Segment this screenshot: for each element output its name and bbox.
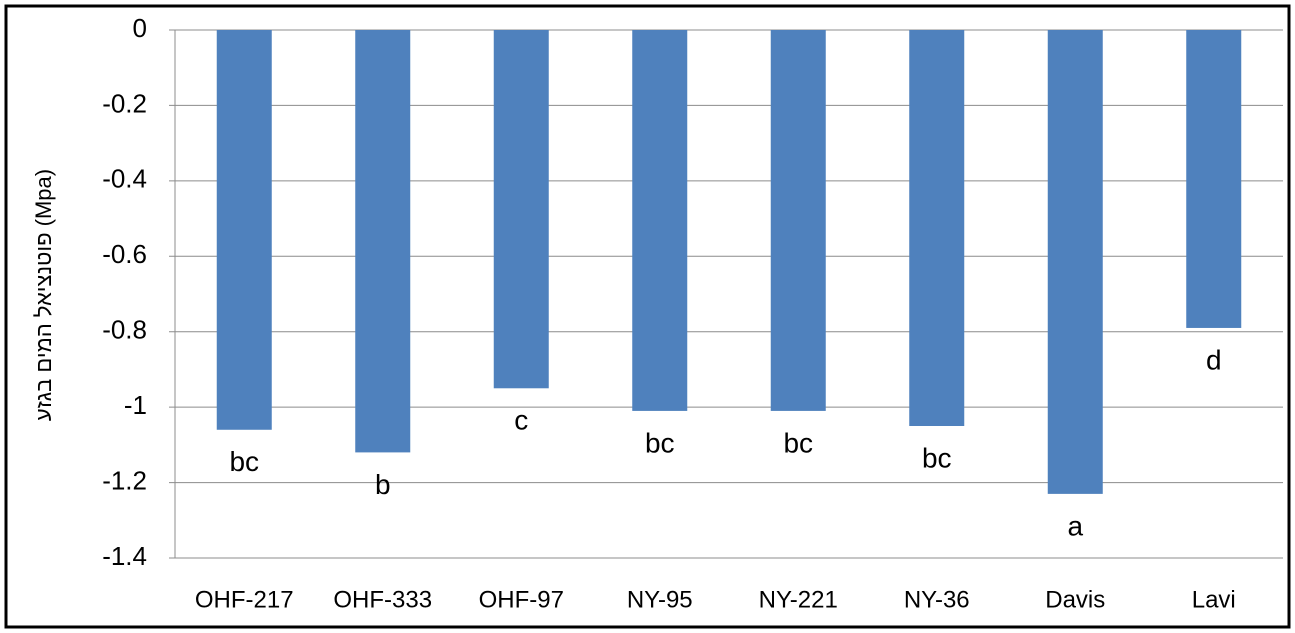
bar — [216, 30, 272, 430]
y-tick-label: -1.4 — [102, 541, 147, 571]
bar — [1186, 30, 1242, 328]
x-tick-label: NY-36 — [904, 586, 970, 613]
x-tick-label: Davis — [1045, 586, 1105, 613]
x-tick-label: OHF-97 — [479, 586, 564, 613]
y-tick-label: -0.4 — [102, 164, 147, 194]
x-tick-label: Lavi — [1192, 586, 1236, 613]
bar — [493, 30, 549, 389]
y-tick-label: -0.2 — [102, 88, 147, 118]
y-tick-label: -0.6 — [102, 239, 147, 269]
y-tick-label: -1 — [124, 390, 147, 420]
bar — [1047, 30, 1103, 494]
bar-annotation: a — [1067, 510, 1083, 541]
bar-annotation: bc — [783, 427, 813, 458]
x-tick-label: OHF-217 — [195, 586, 294, 613]
bar — [909, 30, 965, 426]
y-tick-label: 0 — [133, 13, 147, 43]
bar-annotation: bc — [922, 442, 952, 473]
bar — [770, 30, 826, 411]
y-axis-label: פוטנציאל המים בגזע (Mpa) — [31, 169, 56, 421]
bar-annotation: bc — [229, 446, 259, 477]
bar-annotation: d — [1206, 344, 1222, 375]
bar — [355, 30, 411, 453]
bar-annotation: b — [375, 469, 391, 500]
bar-annotation: bc — [645, 427, 675, 458]
bar — [632, 30, 688, 411]
y-tick-label: -1.2 — [102, 465, 147, 495]
bar-annotation: c — [514, 405, 528, 436]
x-tick-label: NY-95 — [627, 586, 693, 613]
y-tick-label: -0.8 — [102, 315, 147, 345]
x-tick-label: NY-221 — [759, 586, 838, 613]
x-tick-label: OHF-333 — [333, 586, 432, 613]
